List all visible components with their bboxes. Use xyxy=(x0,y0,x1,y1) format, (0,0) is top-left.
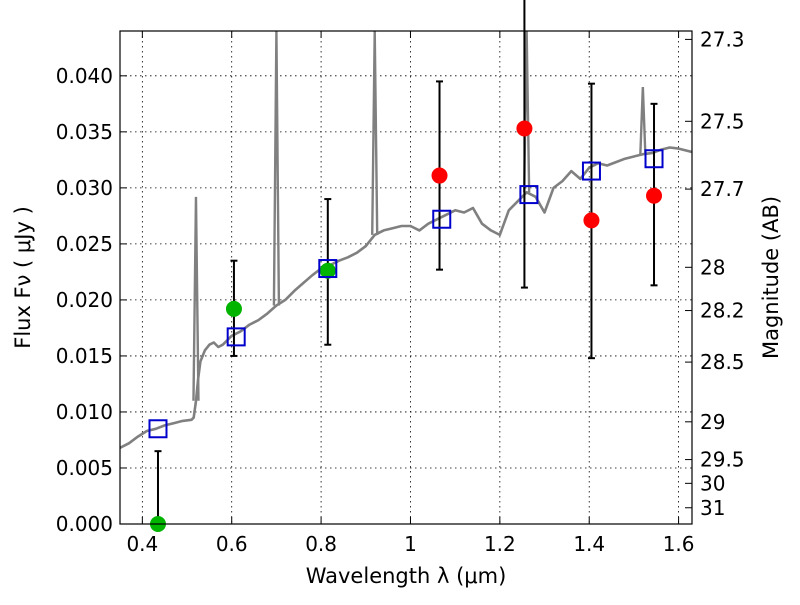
y-tick-label: 0.030 xyxy=(56,176,113,200)
emission-line-spike xyxy=(371,31,379,235)
red-data-point xyxy=(646,187,663,204)
y-tick-label: 0.005 xyxy=(56,456,113,480)
right-tick-label: 29.5 xyxy=(700,448,745,472)
y-tick-label: 0.035 xyxy=(56,120,113,144)
x-axis-title: Wavelength λ (μm) xyxy=(306,564,507,588)
emission-line-spike xyxy=(192,196,200,401)
tick-layer: 0.4 0.6 0.8 1 1.2 1.4 1.6 0.000 0.005 0.010 0.015 0… xyxy=(56,27,745,556)
x-tick-label: 1.6 xyxy=(663,532,695,556)
emission-line-spike xyxy=(639,86,647,155)
model-square-point xyxy=(519,185,539,205)
x-tick-label: 0.4 xyxy=(126,532,158,556)
right-tick-label: 28.2 xyxy=(700,299,745,323)
x-tick-label: 1.2 xyxy=(484,532,516,556)
right-tick-label: 27.7 xyxy=(700,177,745,201)
model-square-point xyxy=(432,209,452,229)
x-tick-label: 0.6 xyxy=(216,532,248,556)
right-tick-label: 28.5 xyxy=(700,350,745,374)
right-tick-label: 28 xyxy=(700,255,725,279)
emission-line-spike xyxy=(272,31,281,306)
y-tick-label: 0.020 xyxy=(56,288,113,312)
y-tick-label: 0.000 xyxy=(56,512,113,536)
right-tick-label: 29 xyxy=(700,410,725,434)
x-tick-label: 0.8 xyxy=(305,532,337,556)
right-tick-label: 31 xyxy=(700,496,725,520)
red-data-point xyxy=(431,167,448,184)
y-tick-label: 0.025 xyxy=(56,232,113,256)
model-square-point xyxy=(581,161,601,181)
right-tick-label: 30 xyxy=(700,471,725,495)
right-tick-label: 27.3 xyxy=(700,27,745,51)
y-axis-title: Flux Fν ( μJy ) xyxy=(11,206,35,349)
right-tick-label: 27.5 xyxy=(700,109,745,133)
green-data-point xyxy=(319,262,336,279)
right-axis-title: Magnitude (AB) xyxy=(759,196,783,359)
plot-frame xyxy=(119,30,693,525)
model-square-point xyxy=(148,419,168,439)
y-tick-label: 0.040 xyxy=(56,64,113,88)
model-square-point xyxy=(318,259,338,279)
model-spectrum-line xyxy=(120,146,692,449)
red-data-point xyxy=(583,212,600,229)
grid-layer xyxy=(120,31,692,525)
y-tick-label: 0.010 xyxy=(56,400,113,424)
errorbar-layer xyxy=(154,0,658,524)
marker-layer xyxy=(148,120,664,532)
model-spectrum-layer xyxy=(120,31,692,449)
red-data-point xyxy=(516,120,533,137)
model-square-point xyxy=(644,149,664,169)
y-tick-label: 0.015 xyxy=(56,344,113,368)
x-tick-label: 1.4 xyxy=(573,532,605,556)
green-data-point xyxy=(225,300,242,317)
model-square-point xyxy=(226,327,246,347)
x-tick-label: 1 xyxy=(404,532,417,556)
